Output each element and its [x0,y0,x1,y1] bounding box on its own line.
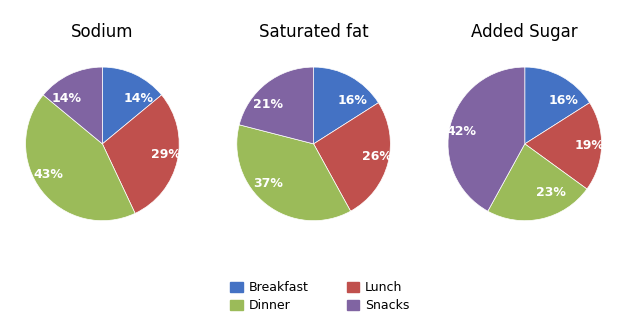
Text: 14%: 14% [51,92,81,105]
Wedge shape [237,125,351,221]
Text: 42%: 42% [447,125,476,138]
Wedge shape [314,67,378,144]
Wedge shape [525,67,589,144]
Text: 37%: 37% [253,177,283,190]
Wedge shape [44,67,102,144]
Text: 23%: 23% [536,186,566,199]
Wedge shape [525,103,602,189]
Text: 29%: 29% [151,148,181,161]
Wedge shape [239,67,314,144]
Text: 16%: 16% [549,94,579,107]
Text: 14%: 14% [124,92,154,105]
Text: 21%: 21% [253,98,283,111]
Legend: Breakfast, Dinner, Lunch, Snacks: Breakfast, Dinner, Lunch, Snacks [225,277,415,318]
Wedge shape [102,95,179,214]
Wedge shape [26,95,135,221]
Text: 16%: 16% [338,94,367,107]
Text: 19%: 19% [575,139,605,152]
Wedge shape [102,67,161,144]
Wedge shape [448,67,525,211]
Title: Sodium: Sodium [71,23,134,41]
Text: 26%: 26% [362,150,392,163]
Title: Saturated fat: Saturated fat [259,23,369,41]
Wedge shape [488,144,587,221]
Title: Added Sugar: Added Sugar [472,23,578,41]
Text: 43%: 43% [33,168,63,181]
Wedge shape [314,103,390,211]
